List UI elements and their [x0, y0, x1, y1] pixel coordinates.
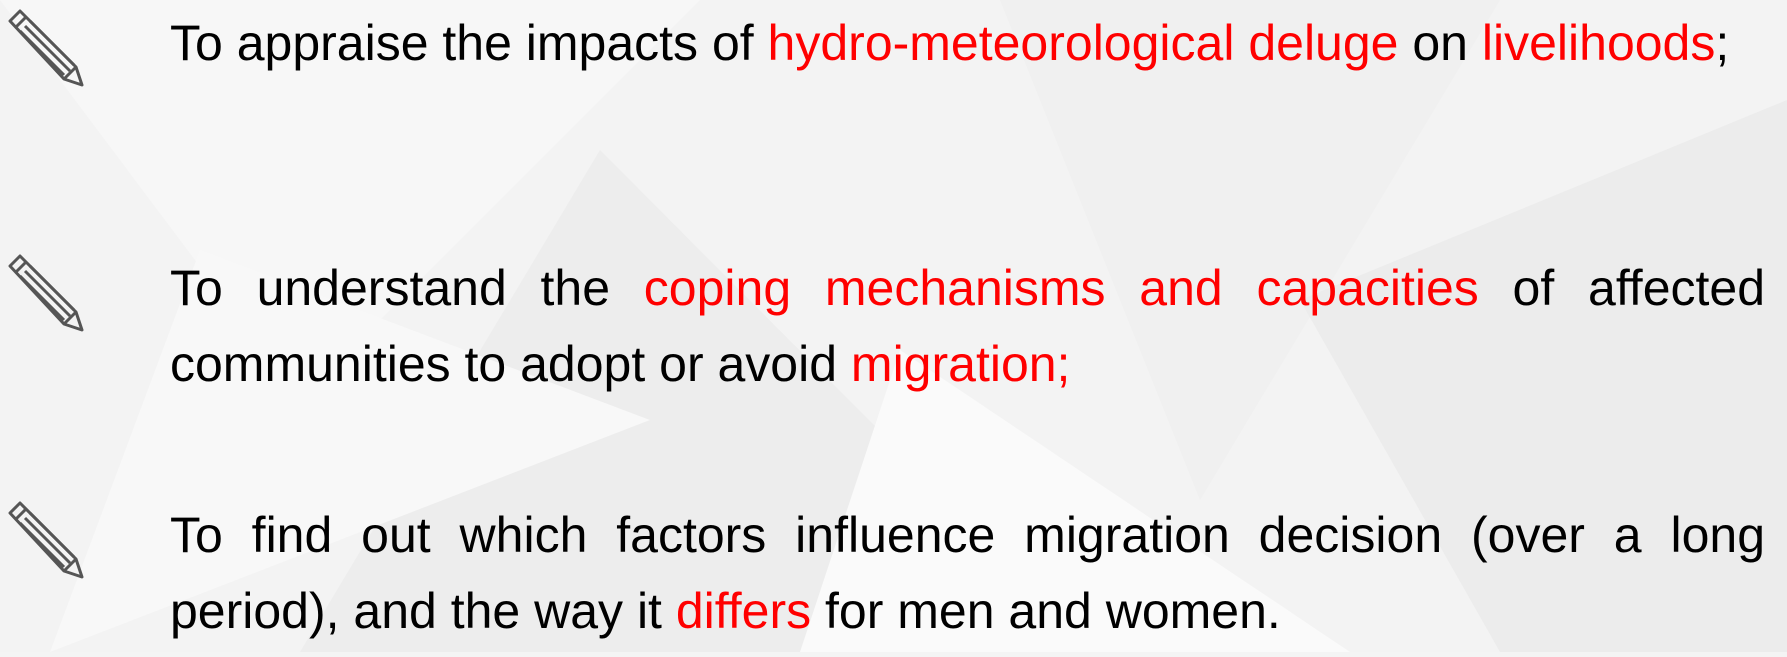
- text-segment: for men and women.: [811, 583, 1281, 639]
- objective: To appraise the impacts of hydro-meteoro…: [0, 5, 1787, 165]
- objective-text: To appraise the impacts of hydro-meteoro…: [170, 5, 1765, 81]
- objective-text: To find out which factors influence migr…: [170, 497, 1765, 649]
- text-segment: To understand the: [170, 260, 644, 316]
- pencil-icon: [8, 501, 84, 579]
- objective: To find out which factors influence migr…: [0, 497, 1787, 657]
- text-segment: To find out which factors influence migr…: [170, 507, 1765, 639]
- text-segment: ;: [1715, 15, 1730, 71]
- text-segment: of affected communities to adopt or avoi…: [170, 260, 1766, 392]
- text-segment: differs: [675, 583, 812, 639]
- text-segment: hydro-meteorological deluge: [767, 15, 1399, 71]
- pencil-icon: [8, 9, 84, 87]
- text-segment: migration;: [850, 336, 1071, 392]
- text-segment: on: [1398, 15, 1482, 71]
- objective-text: To understand the coping mechanisms and …: [170, 250, 1765, 402]
- text-segment: To appraise the impacts of: [170, 15, 768, 71]
- pencil-icon: [8, 254, 84, 332]
- text-segment: coping mechanisms and capacities: [643, 260, 1479, 316]
- objective: To understand the coping mechanisms and …: [0, 250, 1787, 410]
- text-segment: livelihoods: [1481, 15, 1716, 71]
